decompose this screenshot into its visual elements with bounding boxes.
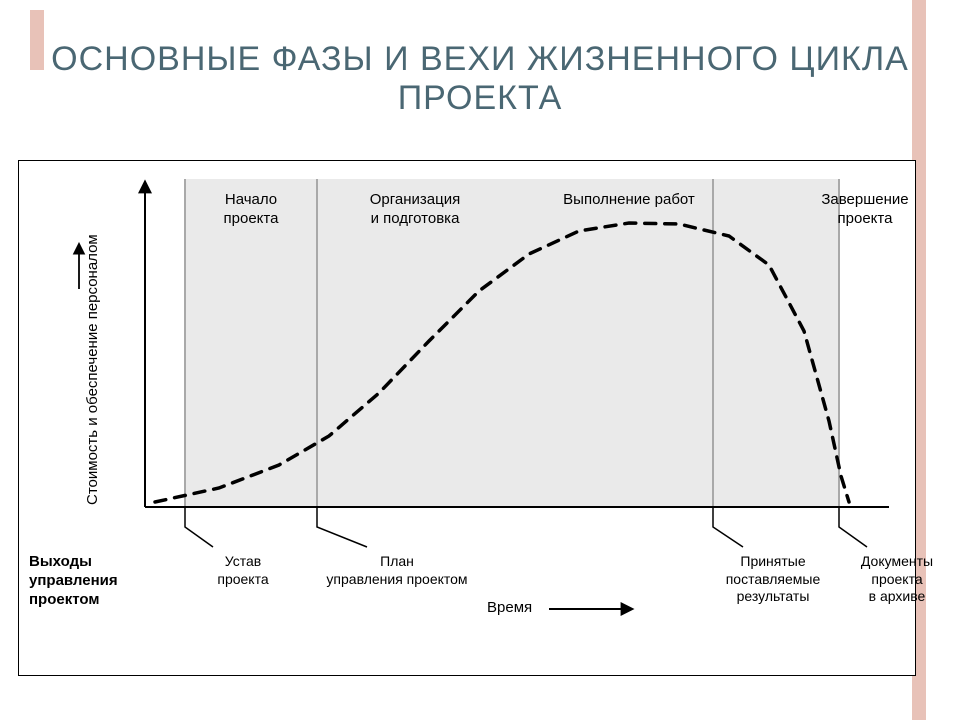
y-axis-label: Стоимость и обеспечение персоналом xyxy=(84,234,101,505)
lifecycle-chart: Началопроекта Организацияи подготовка Вы… xyxy=(18,160,916,676)
outputs-row-label: Выходыуправленияпроектом xyxy=(29,553,118,609)
milestone-label-archive: Документыпроектав архиве xyxy=(832,553,960,606)
x-axis-label: Время xyxy=(487,599,532,616)
slide-title: ОСНОВНЫЕ ФАЗЫ И ВЕХИ ЖИЗНЕННОГО ЦИКЛА ПР… xyxy=(0,40,960,118)
milestone-label-results: Принятыепоставляемыерезультаты xyxy=(698,553,848,606)
phase-label-start: Началопроекта xyxy=(191,191,311,229)
phase-label-execute: Выполнение работ xyxy=(499,191,759,210)
milestone-label-charter: Уставпроекта xyxy=(183,553,303,588)
phase-label-prepare: Организацияи подготовка xyxy=(330,191,500,229)
milestone-label-plan: Плануправления проектом xyxy=(297,553,497,588)
slide: ОСНОВНЫЕ ФАЗЫ И ВЕХИ ЖИЗНЕННОГО ЦИКЛА ПР… xyxy=(0,0,960,720)
phase-label-close: Завершениепроекта xyxy=(800,191,930,229)
